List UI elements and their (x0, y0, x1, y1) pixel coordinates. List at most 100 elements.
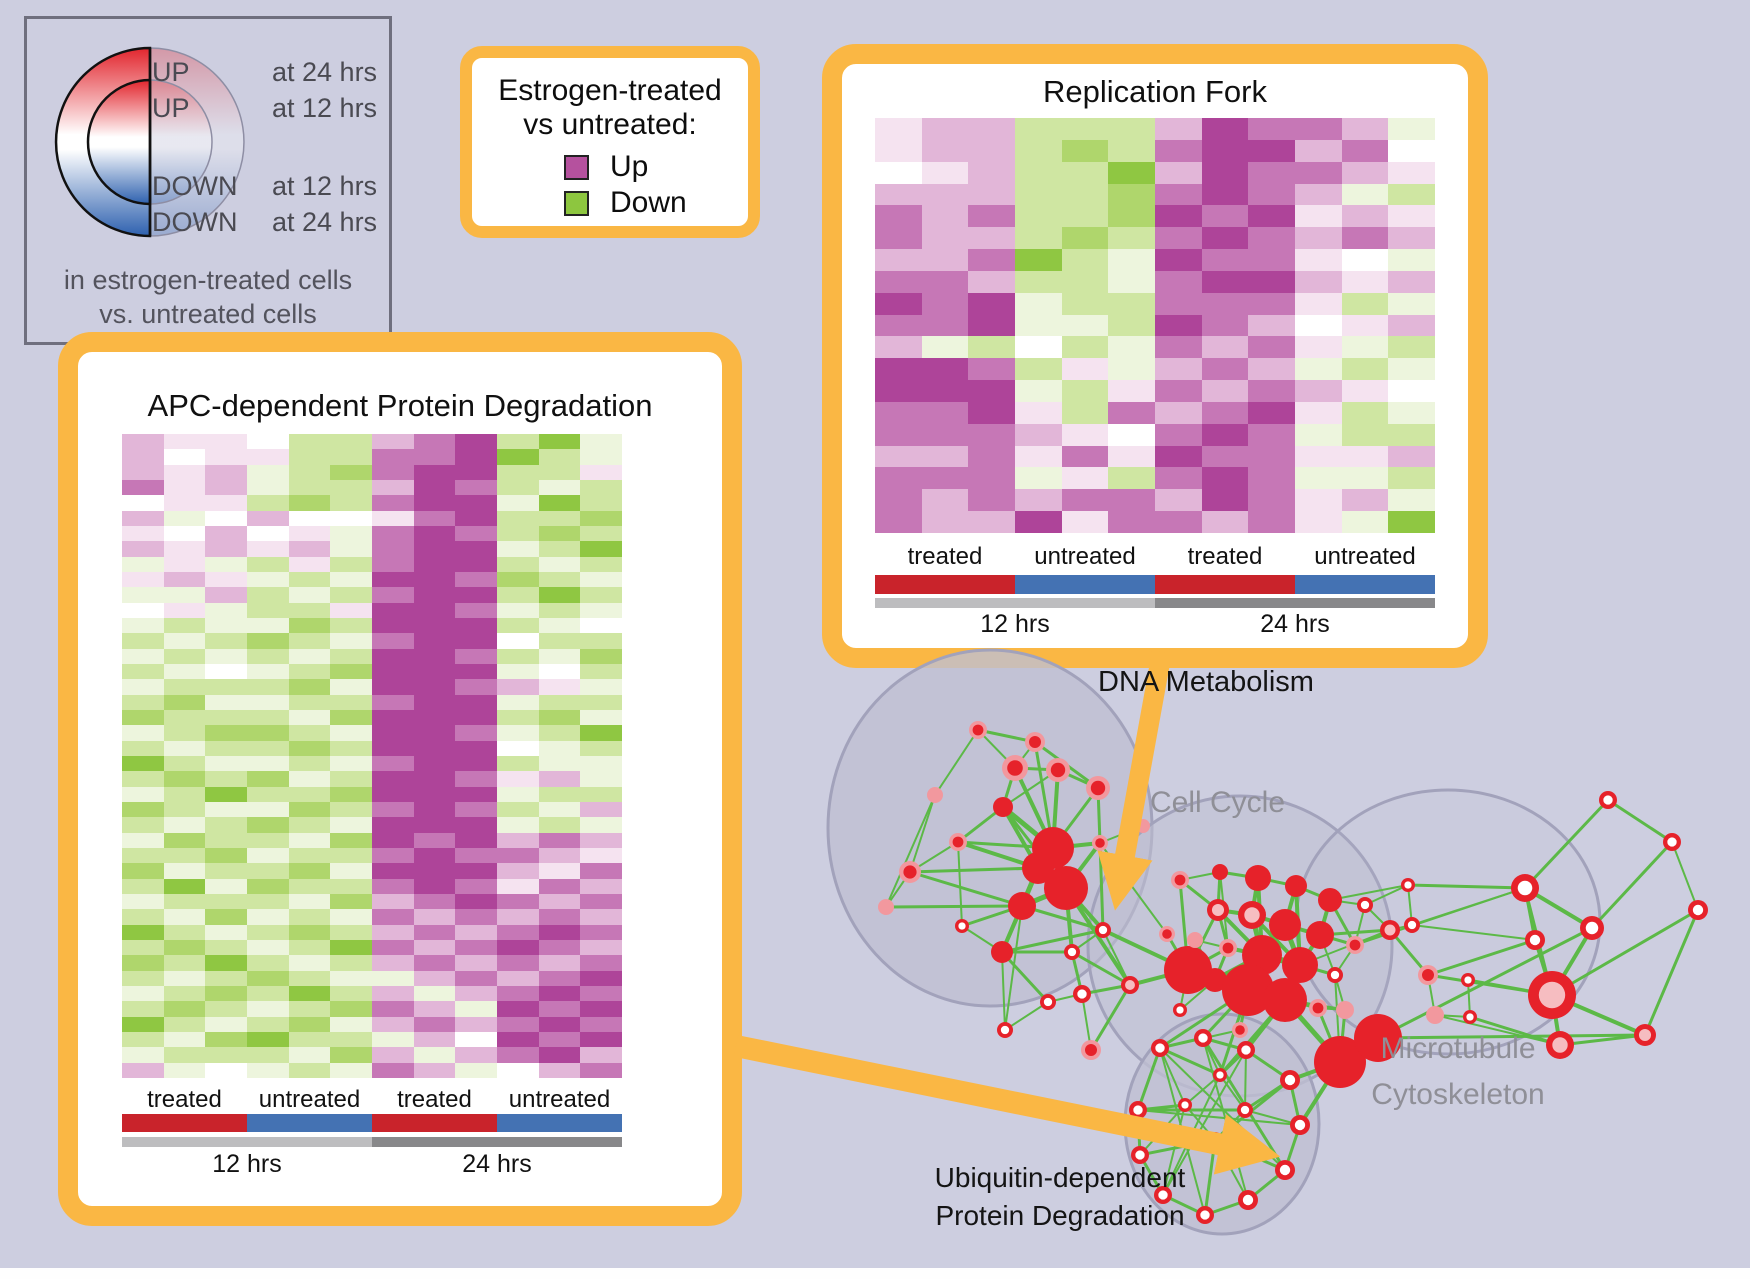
group-label-untreated-1: untreated (1034, 543, 1136, 570)
heatmap-cell (122, 633, 164, 649)
heatmap-cell (1015, 292, 1062, 315)
network-edge (1214, 1078, 1291, 1142)
heatmap-cell (497, 863, 539, 879)
network-edge (957, 840, 1054, 850)
ring-footer-line2: vs. untreated cells (99, 299, 317, 329)
heatmap-cell (455, 587, 497, 603)
heatmap-cell (330, 893, 372, 910)
heatmap-cell (875, 314, 922, 337)
network-edge (1388, 929, 1430, 976)
heatmap-cell (1388, 336, 1435, 359)
network-edge (1052, 841, 1101, 850)
heatmap-cell (1201, 227, 1249, 250)
heatmap-cell (330, 786, 372, 802)
inner-ring-right-half (149, 79, 213, 205)
heatmap-cell (497, 786, 539, 802)
heatmap-cell (288, 1016, 331, 1032)
heatmap-cell (497, 970, 539, 986)
heatmap-cell (122, 817, 164, 833)
heatmap-cell (455, 525, 497, 542)
heatmap-cell (921, 292, 969, 315)
heatmap-cell (580, 939, 622, 956)
heatmap-cell (122, 617, 164, 634)
heatmap-cell (538, 1047, 581, 1063)
network-edge (1551, 993, 1646, 1037)
heatmap-cell (921, 270, 969, 293)
network-edge (1049, 846, 1070, 890)
heatmap-cell (122, 801, 164, 818)
heatmap-cell (413, 709, 456, 726)
network-node (1401, 878, 1415, 892)
heatmap-cell (247, 679, 289, 695)
heatmap-cell (122, 878, 164, 894)
heatmap-cell (921, 401, 969, 424)
heatmap-cell (372, 970, 414, 986)
heatmap-cell (330, 663, 372, 680)
network-edge (1035, 846, 1056, 870)
heatmap-cell (497, 1031, 539, 1048)
network-node (1046, 758, 1070, 782)
network-edge (885, 904, 1023, 909)
heatmap-cell (1201, 511, 1249, 533)
network-node (1245, 865, 1271, 891)
heatmap-cell (1155, 183, 1202, 206)
heatmap-cell (205, 479, 247, 496)
heatmap-cell (372, 694, 414, 710)
heatmap-cell (1388, 183, 1435, 206)
network-edge (1184, 1074, 1221, 1106)
network-node (1580, 916, 1604, 940)
ring-up24-time: at 24 hrs (272, 57, 378, 87)
heatmap-cell (288, 832, 331, 848)
heatmap-cell (1015, 336, 1062, 359)
heatmap-cell (330, 725, 372, 741)
heatmap-cell (247, 832, 289, 848)
heatmap-cell (330, 985, 372, 1002)
network-edge (1064, 886, 1132, 987)
network-edge (1364, 904, 1391, 931)
network-edge (1047, 993, 1083, 1003)
heatmap-cell (163, 801, 206, 818)
heatmap-cell (1155, 118, 1202, 140)
heatmap-cell (1248, 380, 1295, 402)
network-node (1136, 819, 1150, 833)
network-node (1237, 1041, 1255, 1059)
heatmap-cell (372, 786, 414, 802)
network-edge (1218, 989, 1250, 1076)
heatmap-cell (580, 725, 622, 741)
network-edge (1216, 908, 1264, 957)
heatmap-cell (580, 1016, 622, 1032)
network-edge (1139, 1104, 1186, 1156)
heatmap-cell (288, 449, 331, 465)
network-edge (1407, 884, 1413, 926)
heatmap-cell (1108, 183, 1155, 206)
heatmap-cell (122, 863, 164, 879)
network-node-core (1155, 1043, 1165, 1053)
heatmap-cell (413, 801, 456, 818)
network-edge (1187, 946, 1229, 972)
heatmap-cell (413, 755, 456, 772)
heatmap-cell (247, 1001, 289, 1017)
heatmap-cell (875, 467, 922, 490)
heatmap-cell (455, 663, 497, 680)
heatmap-cell (580, 434, 622, 450)
heatmap-cell (247, 571, 289, 588)
heatmap-cell (1248, 467, 1295, 490)
network-edge (1099, 842, 1168, 935)
network-edge (1354, 928, 1391, 947)
heatmap-cell (1015, 401, 1062, 424)
ring-up24-label: UP (152, 57, 190, 87)
network-node-core (1090, 780, 1106, 796)
heatmap-cell (1248, 292, 1295, 315)
heatmap-cell (875, 292, 922, 315)
heatmap-cell (921, 183, 969, 206)
heatmap-cell (288, 1062, 331, 1078)
network-edge (1247, 1168, 1286, 1202)
network-edge (1249, 914, 1265, 956)
cluster-ellipse (826, 648, 1154, 1008)
heatmap-cell (968, 358, 1015, 381)
heatmap-cell (247, 525, 289, 542)
heatmap-cell (580, 525, 622, 542)
heatmap-cell (247, 725, 289, 741)
heatmap-cell (330, 449, 372, 465)
heatmap-cell (163, 924, 206, 940)
